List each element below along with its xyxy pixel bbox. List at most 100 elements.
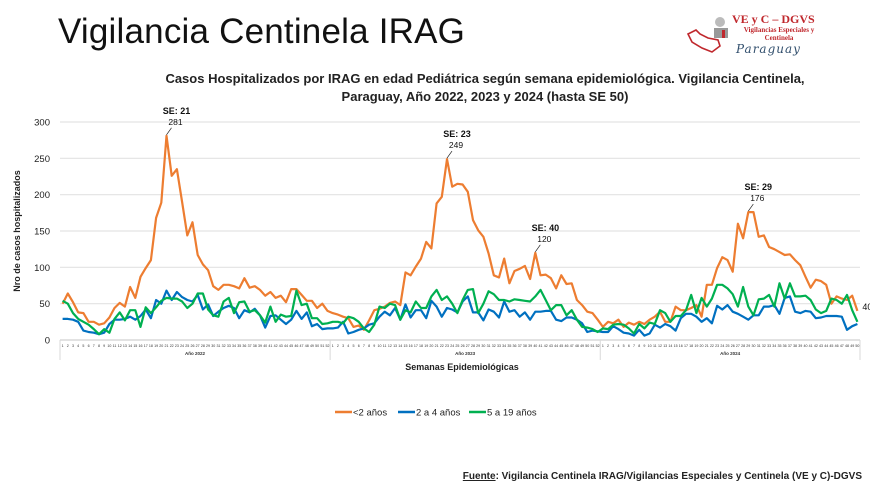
x-tick-label: 46 <box>564 344 568 348</box>
annotation-week: SE: 29 <box>745 182 773 192</box>
chart-title: Casos Hospitalizados por IRAG en edad Pe… <box>150 70 820 106</box>
x-tick-label: 40 <box>533 344 537 348</box>
logo-line1: VE y C – DGVS <box>732 12 815 26</box>
legend-item: 2 a 4 años <box>398 408 461 419</box>
x-tick-label: 21 <box>705 344 709 348</box>
x-tick-label: 38 <box>253 344 257 348</box>
x-tick-label: 13 <box>393 344 397 348</box>
y-tick-label: 50 <box>39 299 50 310</box>
x-tick-label: 37 <box>248 344 252 348</box>
x-tick-label: 2 <box>67 344 69 348</box>
x-tick-label: 27 <box>466 344 470 348</box>
x-tick-label: 45 <box>829 344 833 348</box>
x-tick-label: 31 <box>487 344 491 348</box>
x-tick-label: 30 <box>211 344 215 348</box>
year-label: Año 2023 <box>455 351 476 356</box>
x-tick-label: 22 <box>440 344 444 348</box>
logo-line2: Vigilancias Especiales y Centinela <box>743 26 815 42</box>
year-label: Año 2022 <box>185 351 206 356</box>
footer-text: : Vigilancia Centinela IRAG/Vigilancias … <box>495 471 862 482</box>
x-tick-label: 34 <box>232 344 236 348</box>
x-tick-label: 17 <box>684 344 688 348</box>
x-tick-label: 47 <box>840 344 844 348</box>
x-tick-label: 48 <box>575 344 579 348</box>
x-tick-label: 38 <box>523 344 527 348</box>
x-tick-label: 27 <box>736 344 740 348</box>
x-tick-label: 23 <box>445 344 449 348</box>
x-tick-label: 16 <box>409 344 413 348</box>
x-tick-label: 8 <box>368 344 370 348</box>
x-tick-label: 22 <box>710 344 714 348</box>
x-tick-label: 30 <box>752 344 756 348</box>
x-tick-label: 47 <box>570 344 574 348</box>
x-tick-label: 14 <box>128 344 132 348</box>
x-tick-label: 49 <box>580 344 584 348</box>
y-tick-labels: 0 50 100 150 200 250 300 <box>34 118 50 347</box>
annotation-leader <box>748 203 754 212</box>
x-tick-label: 29 <box>746 344 750 348</box>
x-tick-label: 23 <box>175 344 179 348</box>
x-tick-label: 3 <box>612 344 614 348</box>
x-tick-label: 43 <box>819 344 823 348</box>
x-tick-label: 10 <box>648 344 652 348</box>
x-tick-label: 46 <box>835 344 839 348</box>
x-tick-label: 10 <box>377 344 381 348</box>
x-tick-label: 29 <box>206 344 210 348</box>
ve-y-c-dgvs-logo: VE y C – DGVS Vigilancias Especiales y C… <box>684 12 854 58</box>
x-tick-label: 37 <box>788 344 792 348</box>
x-tick-label: 9 <box>643 344 645 348</box>
x-tick-label: 3 <box>342 344 344 348</box>
x-tick-label: 18 <box>689 344 693 348</box>
legend-item: <2 años <box>335 408 387 419</box>
x-tick-label: 46 <box>294 344 298 348</box>
x-tick-label: 6 <box>628 344 630 348</box>
x-tick-label: 43 <box>549 344 553 348</box>
x-tick-label: 41 <box>809 344 813 348</box>
x-tick-label: 42 <box>814 344 818 348</box>
x-tick-label: 38 <box>793 344 797 348</box>
source-footer: Fuente: Vigilancia Centinela IRAG/Vigila… <box>463 471 862 482</box>
x-tick-label: 5 <box>623 344 625 348</box>
x-tick-label: 42 <box>544 344 548 348</box>
x-tick-label: 29 <box>476 344 480 348</box>
x-tick-label: 28 <box>201 344 205 348</box>
series-line-2 <box>62 282 859 336</box>
x-tick-label: 20 <box>429 344 433 348</box>
x-tick-label: 7 <box>93 344 95 348</box>
x-tick-label: 40 <box>263 344 267 348</box>
x-tick-label: 49 <box>310 344 314 348</box>
x-tick-label: 44 <box>824 344 828 348</box>
x-tick-label: 30 <box>481 344 485 348</box>
annotation-leader <box>166 127 172 136</box>
x-tick-label: 19 <box>154 344 158 348</box>
x-tick-label: 41 <box>539 344 543 348</box>
y-tick-label: 250 <box>34 154 50 165</box>
legend: <2 años 2 a 4 años 5 a 19 años <box>335 408 537 419</box>
x-tick-label: 21 <box>164 344 168 348</box>
x-tick-label: 7 <box>363 344 365 348</box>
legend-label: <2 años <box>353 408 387 419</box>
x-tick-label: 51 <box>590 344 594 348</box>
annotation-week: SE: 23 <box>443 129 471 139</box>
annotation-week: SE: 21 <box>163 106 191 116</box>
data-label-last: 40 <box>862 302 870 312</box>
footer-label: Fuente <box>462 471 496 482</box>
x-tick-label: 2 <box>337 344 339 348</box>
x-tick-label: 8 <box>98 344 100 348</box>
x-tick-label: 35 <box>777 344 781 348</box>
x-tick-label: 48 <box>845 344 849 348</box>
x-tick-label: 52 <box>596 344 600 348</box>
x-tick-label: 16 <box>679 344 683 348</box>
x-tick-label: 39 <box>528 344 532 348</box>
x-tick-label: 36 <box>242 344 246 348</box>
annotation-value: 281 <box>168 117 182 127</box>
x-tick-label: 50 <box>855 344 859 348</box>
legend-item: 5 a 19 años <box>469 408 537 419</box>
x-tick-label: 31 <box>216 344 220 348</box>
x-tick-label: 12 <box>118 344 122 348</box>
annotation-week: SE: 40 <box>532 223 560 233</box>
series-lines <box>61 134 859 337</box>
x-tick-label: 39 <box>798 344 802 348</box>
x-tick-label: 35 <box>507 344 511 348</box>
x-tick-label: 11 <box>653 344 657 348</box>
